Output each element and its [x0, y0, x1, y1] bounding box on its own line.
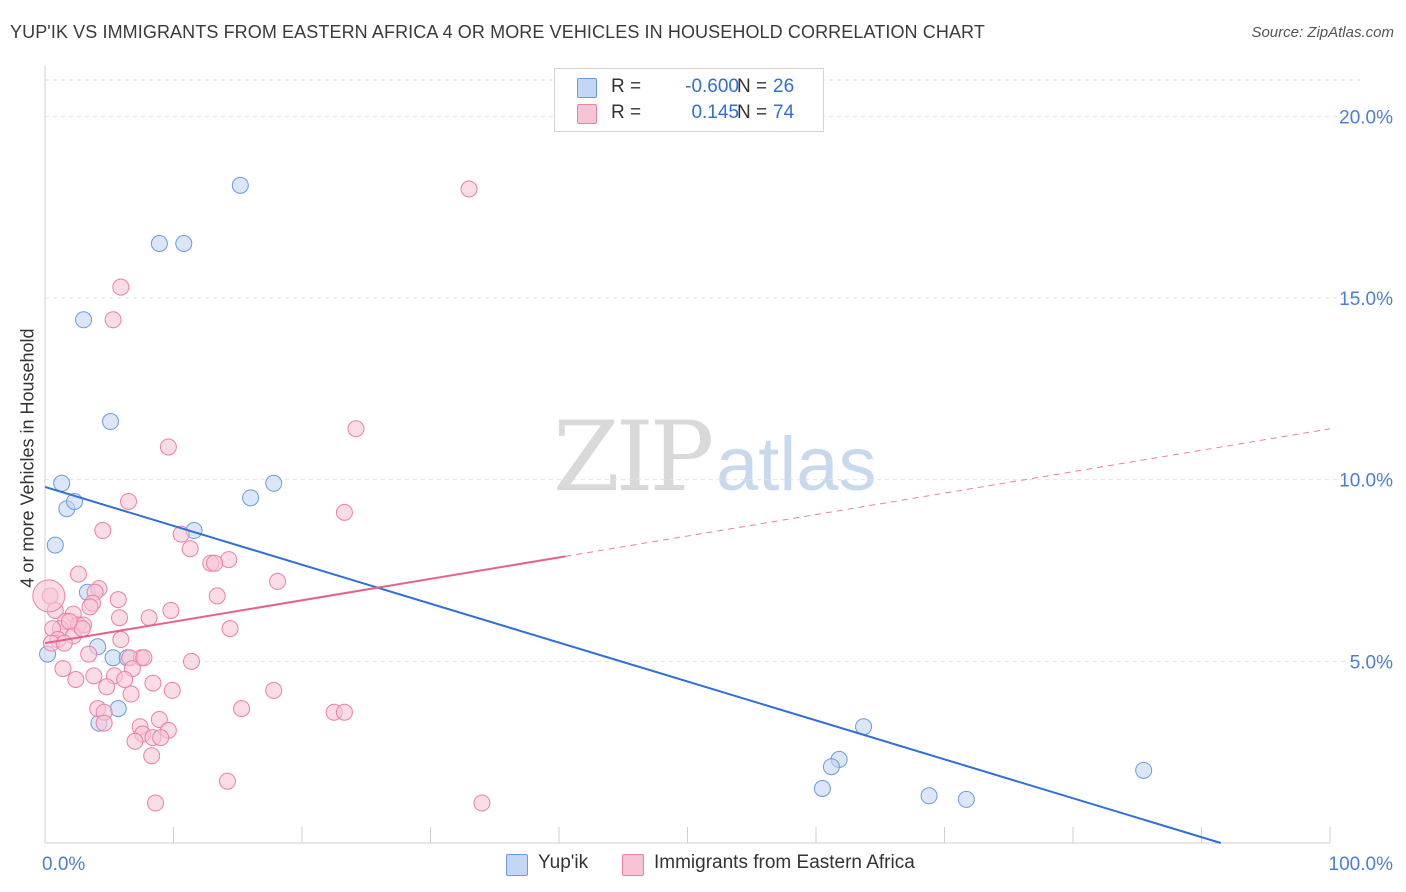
eastern-africa-point — [81, 598, 99, 616]
eastern-africa-point — [150, 710, 168, 728]
eastern-africa-point — [162, 601, 180, 619]
eastern-africa-point — [55, 634, 73, 652]
eastern-africa-point — [116, 671, 134, 688]
eastern-africa-point — [159, 438, 177, 456]
yupik-point — [102, 413, 120, 431]
eastern-africa-point — [473, 794, 491, 812]
eastern-africa-point — [60, 612, 78, 630]
yupik-point — [822, 758, 840, 776]
eastern-africa-swatch — [577, 104, 597, 124]
yupik-r-value: -0.600 — [685, 76, 739, 97]
eastern-africa-point — [335, 503, 353, 521]
chart-title: YUP'IK VS IMMIGRANTS FROM EASTERN AFRICA… — [10, 22, 985, 42]
eastern-africa-point — [347, 420, 365, 438]
eastern-africa-point — [112, 278, 130, 296]
yupik-regression-line — [44, 485, 1222, 844]
eastern-africa-point — [32, 579, 66, 613]
yupik-legend-swatch — [506, 854, 528, 876]
yupik-point — [109, 700, 127, 718]
eastern-africa-point — [208, 587, 226, 605]
yupik-point — [75, 311, 93, 329]
yupik-point — [231, 176, 249, 194]
n-label: N = — [737, 102, 768, 123]
eastern-africa-point — [140, 609, 158, 627]
eastern-africa-point — [143, 747, 161, 765]
eastern-africa-point — [54, 660, 72, 678]
yupik-point — [265, 474, 283, 492]
eastern-africa-legend-swatch — [622, 854, 644, 876]
eastern-africa-point — [104, 311, 122, 329]
r-label: R = — [611, 76, 642, 97]
yupik-point — [104, 649, 122, 667]
yupik-point — [813, 780, 831, 797]
yupik-point — [175, 235, 193, 252]
eastern-africa-point — [269, 572, 287, 590]
eastern-africa-legend-label: Immigrants from Eastern Africa — [654, 852, 915, 873]
y-tick-label: 20.0% — [1339, 107, 1393, 128]
y-tick-label: 15.0% — [1339, 289, 1393, 310]
eastern-africa-r-value: 0.145 — [691, 102, 739, 123]
r-label: R = — [611, 102, 642, 123]
eastern-africa-point — [112, 631, 130, 649]
eastern-africa-regression-line — [44, 555, 566, 645]
eastern-africa-point — [80, 645, 98, 663]
eastern-africa-point — [94, 522, 112, 540]
yupik-swatch — [577, 78, 597, 98]
eastern-africa-point — [152, 729, 170, 747]
watermark-zip: ZIP — [553, 401, 712, 513]
n-label: N = — [737, 76, 768, 97]
eastern-africa-point — [220, 551, 238, 569]
eastern-africa-point — [144, 674, 162, 692]
eastern-africa-point — [111, 609, 129, 627]
source-label: Source: ZipAtlas.com — [1251, 24, 1394, 41]
eastern-africa-point — [122, 685, 140, 703]
yupik-point — [53, 474, 71, 492]
eastern-africa-point — [221, 620, 239, 638]
eastern-africa-point — [233, 700, 251, 718]
eastern-africa-point — [182, 652, 200, 670]
eastern-africa-point — [85, 667, 103, 685]
eastern-africa-point — [163, 681, 181, 699]
eastern-africa-n-value: 74 — [773, 102, 795, 123]
yupik-point — [957, 790, 975, 808]
eastern-africa-point — [69, 565, 87, 583]
eastern-africa-point — [206, 554, 224, 572]
eastern-africa-point — [218, 772, 236, 790]
eastern-africa-point — [265, 681, 283, 699]
eastern-africa-point — [181, 540, 199, 558]
eastern-africa-regression-line-extension — [565, 428, 1331, 557]
stats-legend: R = -0.600 N = 26 R = 0.145 N = 74 — [554, 68, 824, 132]
eastern-africa-point — [460, 180, 478, 198]
eastern-africa-point — [98, 678, 116, 696]
yupik-point — [46, 536, 64, 554]
eastern-africa-point — [109, 591, 127, 609]
eastern-africa-point — [135, 649, 153, 667]
yupik-point — [920, 787, 938, 805]
y-tick-label: 10.0% — [1339, 471, 1393, 492]
eastern-africa-point — [67, 671, 85, 688]
yupik-point — [242, 489, 260, 507]
watermark-atlas: atlas — [716, 422, 877, 507]
x-tick-label: 0.0% — [42, 854, 85, 875]
x-tick-label: 100.0% — [1329, 854, 1394, 875]
yupik-n-value: 26 — [773, 76, 795, 97]
yupik-point — [150, 235, 168, 252]
yupik-point — [1135, 761, 1153, 779]
eastern-africa-point — [147, 794, 165, 812]
eastern-africa-point — [120, 492, 138, 510]
y-tick-label: 5.0% — [1350, 652, 1393, 673]
eastern-africa-point — [126, 732, 144, 750]
yupik-legend-label: Yup'ik — [538, 852, 589, 873]
eastern-africa-point — [95, 714, 113, 732]
eastern-africa-point — [335, 703, 353, 721]
